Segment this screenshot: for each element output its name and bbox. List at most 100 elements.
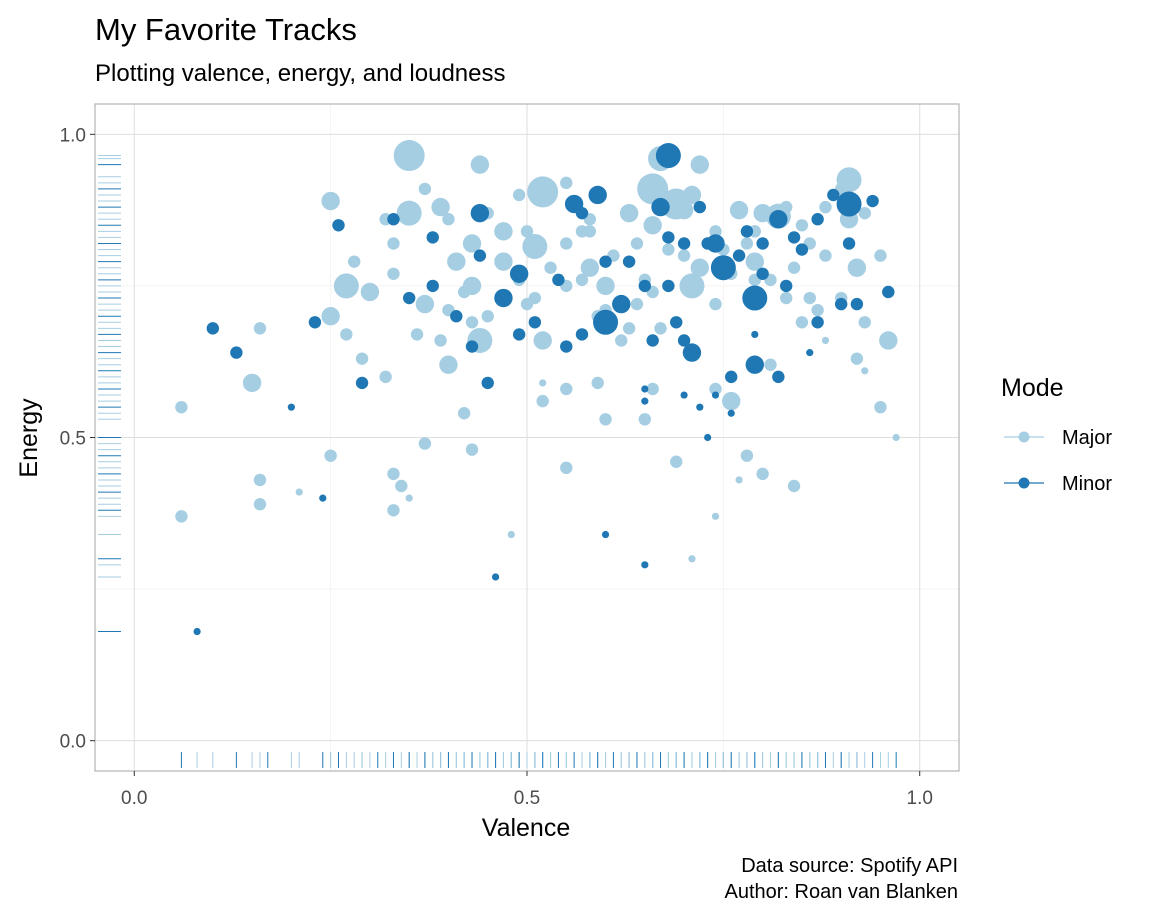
point-major — [850, 352, 864, 365]
point-major — [670, 455, 683, 468]
point-minor — [751, 330, 759, 339]
point-minor — [509, 264, 529, 283]
point-major — [447, 252, 466, 271]
data-points — [175, 140, 900, 636]
point-minor — [662, 231, 675, 244]
point-major — [481, 310, 494, 323]
point-major — [321, 191, 340, 211]
point-minor — [230, 346, 243, 359]
point-minor — [842, 237, 856, 250]
point-major — [396, 200, 422, 226]
point-minor — [206, 322, 220, 335]
point-major — [507, 530, 515, 539]
point-minor — [795, 243, 809, 256]
point-major — [740, 237, 754, 250]
point-minor — [725, 370, 738, 384]
point-major — [253, 322, 267, 335]
point-minor — [622, 255, 636, 268]
point-minor — [677, 334, 691, 347]
point-minor — [850, 297, 864, 311]
point-minor — [528, 316, 542, 329]
point-minor — [560, 340, 573, 353]
point-major — [682, 185, 702, 205]
point-major — [560, 382, 573, 396]
point-major — [575, 225, 589, 238]
point-minor — [693, 200, 706, 214]
point-minor — [638, 279, 652, 293]
point-minor — [470, 203, 490, 223]
point-major — [415, 294, 435, 314]
y-tick-label-0: 0.0 — [60, 732, 86, 753]
legend-label-minor: Minor — [1062, 473, 1112, 495]
point-minor — [512, 328, 526, 341]
axis-ticks: 0.0 0.5 1.0 0.0 0.5 1.0 — [60, 125, 933, 809]
point-major — [879, 331, 898, 350]
point-minor — [662, 279, 675, 293]
point-major — [321, 307, 340, 326]
point-minor — [655, 143, 681, 169]
point-minor — [426, 279, 439, 293]
point-major — [340, 328, 353, 341]
point-major — [756, 467, 769, 481]
x-tick-label-1: 0.5 — [514, 788, 540, 809]
point-minor — [756, 267, 769, 280]
point-major — [175, 400, 188, 414]
point-minor — [740, 225, 754, 238]
point-major — [764, 358, 777, 371]
chart-title: My Favorite Tracks — [95, 12, 357, 47]
point-major — [333, 273, 359, 299]
point-major — [619, 203, 639, 223]
point-minor — [772, 370, 785, 384]
point-major — [418, 182, 432, 196]
point-major — [753, 203, 772, 223]
point-minor — [710, 255, 736, 281]
y-axis-title: Energy — [15, 398, 43, 478]
point-minor — [287, 403, 295, 411]
point-minor — [552, 273, 565, 287]
point-major — [787, 261, 801, 274]
point-major — [637, 173, 669, 205]
y-tick-label-1: 0.5 — [60, 429, 86, 450]
point-major — [439, 355, 458, 374]
chart-subtitle: Plotting valence, energy, and loudness — [95, 60, 506, 87]
point-minor — [711, 391, 720, 399]
point-major — [646, 382, 659, 396]
point-major — [465, 443, 479, 456]
point-major — [536, 394, 549, 408]
point-major — [457, 285, 471, 299]
point-major — [709, 297, 722, 311]
point-major — [861, 367, 869, 375]
point-major — [242, 373, 262, 393]
point-minor — [332, 219, 345, 232]
point-major — [858, 206, 871, 220]
point-major — [324, 449, 337, 462]
point-major — [494, 252, 513, 271]
point-major — [688, 555, 696, 563]
point-major — [780, 200, 793, 214]
point-major — [410, 328, 424, 341]
point-minor — [473, 249, 487, 262]
point-minor — [641, 385, 649, 393]
point-major — [847, 258, 867, 277]
point-major — [253, 498, 267, 511]
point-major — [560, 461, 573, 475]
point-major — [745, 252, 764, 271]
point-major — [674, 200, 694, 220]
point-major — [379, 370, 392, 384]
grid-lines — [95, 104, 959, 771]
point-minor — [811, 213, 824, 226]
point-major — [722, 391, 741, 411]
point-major — [821, 336, 830, 345]
point-minor — [682, 343, 702, 362]
rug-marks — [98, 155, 897, 768]
point-major — [560, 176, 573, 190]
point-major — [512, 188, 526, 202]
point-major — [544, 261, 557, 274]
point-minor — [641, 561, 649, 569]
point-major — [729, 200, 749, 220]
point-major — [591, 376, 604, 390]
point-major — [709, 382, 722, 396]
caption-source: Data source: Spotify API — [741, 855, 958, 877]
point-major — [175, 510, 188, 523]
